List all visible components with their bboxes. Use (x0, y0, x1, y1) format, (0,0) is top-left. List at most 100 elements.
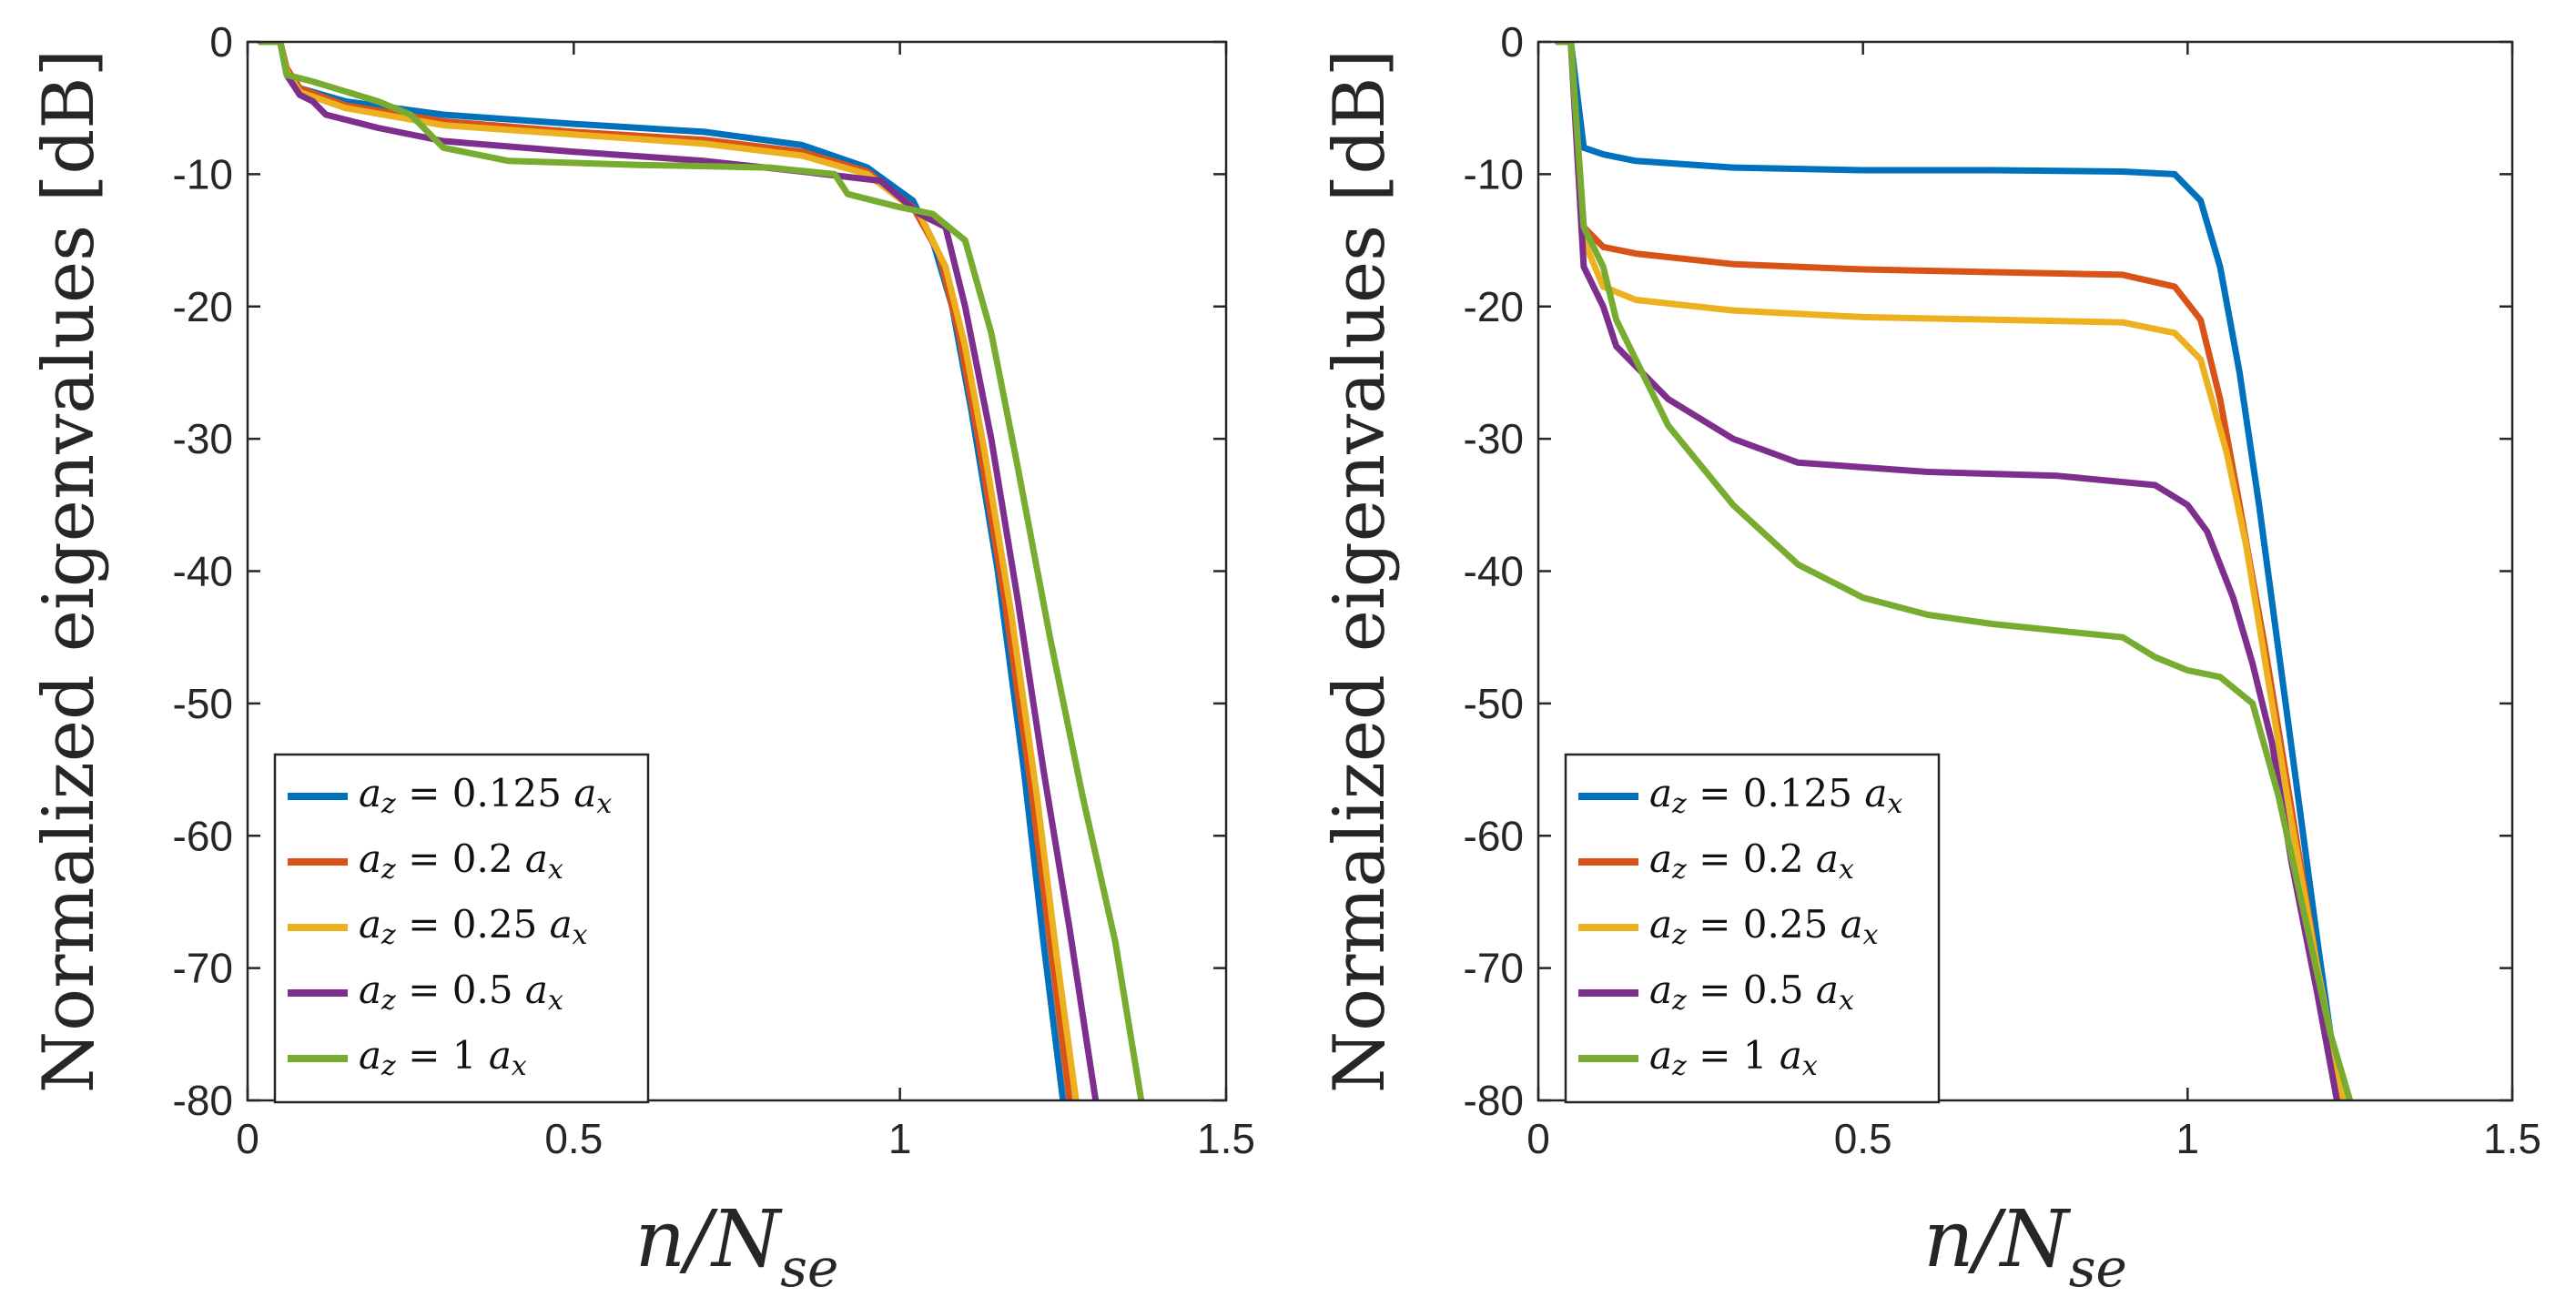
y-tick-label: -40 (173, 548, 233, 595)
x-axis-label-sub: se (780, 1237, 838, 1299)
legend-label: az = 0.2 ax (359, 836, 563, 886)
legend-label: az = 1 ax (359, 1033, 527, 1082)
y-tick-label: -70 (173, 945, 233, 992)
legend-label: az = 0.125 ax (1649, 771, 1902, 820)
y-tick-label: -60 (1464, 812, 1524, 859)
x-axis-label: n/Nse (635, 1194, 839, 1299)
y-axis-label: Normalized eigenvalues [dB] (28, 49, 110, 1093)
x-tick-label: 1 (888, 1115, 912, 1162)
legend-label-part: z (1671, 1050, 1687, 1082)
legend-label-part: a (1649, 902, 1672, 947)
legend-label-part: a (525, 968, 548, 1012)
legend-label-part: z (1671, 788, 1687, 820)
legend-label-part: z (380, 854, 396, 886)
legend-label: az = 0.25 ax (1649, 902, 1879, 951)
legend-label-part: x (1802, 1050, 1818, 1082)
x-axis-label: n/Nse (1923, 1194, 2127, 1299)
legend-label-part: = 0.2 (1687, 836, 1816, 881)
legend-label-part: a (1649, 771, 1672, 816)
legend-label: az = 0.2 ax (1649, 836, 1854, 886)
legend-label-part: a (359, 1033, 381, 1078)
x-axis-label-sub: se (2069, 1237, 2127, 1299)
y-tick-label: -10 (1464, 150, 1524, 198)
legend-label-part: a (525, 836, 548, 881)
x-tick-label: 1 (2176, 1115, 2200, 1162)
legend-label-part: a (359, 771, 381, 816)
legend-label-part: z (1671, 985, 1687, 1017)
legend-label-part: = 0.25 (396, 902, 550, 947)
legend-label-part: a (573, 771, 596, 816)
legend-label-part: x (1839, 854, 1854, 886)
chart-panel-1: 0 0.5 1 1.5 0 -10 -20 -30 -40 -50 -60 -70 -80 n/Nse No… (28, 18, 1255, 1299)
y-tick-label: -50 (1464, 680, 1524, 727)
y-tick-label: -80 (1464, 1077, 1524, 1124)
legend-label-part: x (573, 919, 588, 951)
y-tick-label: -10 (173, 150, 233, 198)
legend-label: az = 0.25 ax (359, 902, 588, 951)
y-tick-label: -80 (173, 1077, 233, 1124)
y-tick-label: -30 (1464, 415, 1524, 462)
legend-label-part: z (380, 985, 396, 1017)
legend-label-part: a (1780, 1033, 1802, 1078)
legend-label-part: z (380, 919, 396, 951)
legend-label-part: = 0.125 (1687, 771, 1864, 816)
legend-label-part: z (1671, 854, 1687, 886)
legend-label-part: a (1649, 1033, 1672, 1078)
legend-label-part: x (1887, 788, 1902, 820)
legend-label-part: a (1864, 771, 1887, 816)
series-group (1554, 42, 2354, 1100)
legend-label-part: x (512, 1050, 527, 1082)
chart-panel-2: 0 0.5 1 1.5 0 -10 -20 -30 -40 -50 -60 -70 -80 n/Nse No… (1319, 18, 2541, 1299)
y-tick-label: -20 (1464, 283, 1524, 330)
y-tick-label: -60 (173, 812, 233, 859)
x-tick-label: 0 (1526, 1115, 1550, 1162)
y-tick-label: -50 (173, 680, 233, 727)
legend-label-part: = 1 (396, 1033, 489, 1078)
legend-label-part: a (1649, 836, 1672, 881)
legend-label-part: x (596, 788, 612, 820)
series-line-3 (1554, 42, 2347, 1100)
legend-label-part: = 1 (1687, 1033, 1780, 1078)
legend-label: az = 0.5 ax (359, 968, 563, 1017)
legend-label-part: a (489, 1033, 512, 1078)
legend-label-part: = 0.125 (396, 771, 573, 816)
legend-label-part: x (548, 854, 563, 886)
x-axis-label-main: n/N (1923, 1194, 2071, 1285)
legend-label-part: = 0.2 (396, 836, 525, 881)
y-tick-label: 0 (209, 18, 233, 66)
y-tick-label: -70 (1464, 945, 1524, 992)
legend-label-part: a (550, 902, 573, 947)
series-line-1 (1554, 42, 2347, 1100)
x-tick-label: 0.5 (544, 1115, 603, 1162)
x-tick-label: 0.5 (1834, 1115, 1892, 1162)
legend-label-part: x (1839, 985, 1854, 1017)
x-tick-label: 1.5 (2483, 1115, 2541, 1162)
y-tick-label: -30 (173, 415, 233, 462)
legend-label-part: z (380, 1050, 396, 1082)
legend-label-part: = 0.5 (1687, 968, 1816, 1012)
legend-label-part: x (548, 985, 563, 1017)
legend-label-part: a (1816, 968, 1839, 1012)
y-tick-label: -20 (173, 283, 233, 330)
series-group (257, 42, 1145, 1100)
series-line-5 (257, 42, 1145, 1100)
series-line-4 (1554, 42, 2340, 1100)
y-tick-label: 0 (1500, 18, 1524, 66)
legend-label-part: a (359, 902, 381, 947)
y-tick-label: -40 (1464, 548, 1524, 595)
x-tick-label: 0 (236, 1115, 259, 1162)
legend-label-part: a (1816, 836, 1839, 881)
x-axis-label-main: n/N (635, 1194, 783, 1285)
legend-label-part: a (1841, 902, 1863, 947)
legend-label-part: = 0.5 (396, 968, 525, 1012)
legend-label-part: a (359, 968, 381, 1012)
legend-label-part: x (1863, 919, 1879, 951)
legend-label-part: a (359, 836, 381, 881)
x-tick-label: 1.5 (1197, 1115, 1255, 1162)
y-axis-label: Normalized eigenvalues [dB] (1319, 49, 1401, 1093)
legend-label-part: z (380, 788, 396, 820)
legend-label: az = 0.5 ax (1649, 968, 1854, 1017)
